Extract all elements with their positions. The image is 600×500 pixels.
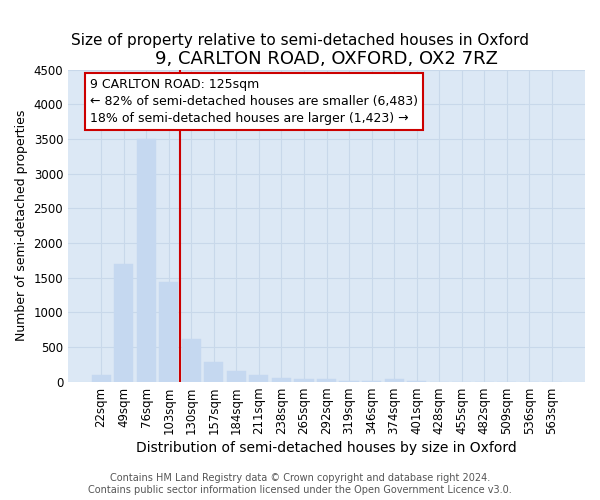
- Bar: [159, 282, 178, 382]
- Bar: [272, 378, 291, 382]
- Text: Contains HM Land Registry data © Crown copyright and database right 2024.
Contai: Contains HM Land Registry data © Crown c…: [88, 474, 512, 495]
- Bar: [114, 264, 133, 382]
- Text: Size of property relative to semi-detached houses in Oxford: Size of property relative to semi-detach…: [71, 32, 529, 48]
- Bar: [204, 362, 223, 382]
- Y-axis label: Number of semi-detached properties: Number of semi-detached properties: [15, 110, 28, 341]
- Title: 9, CARLTON ROAD, OXFORD, OX2 7RZ: 9, CARLTON ROAD, OXFORD, OX2 7RZ: [155, 50, 498, 68]
- Bar: [317, 380, 336, 382]
- Bar: [227, 371, 246, 382]
- Text: 9 CARLTON ROAD: 125sqm
← 82% of semi-detached houses are smaller (6,483)
18% of : 9 CARLTON ROAD: 125sqm ← 82% of semi-det…: [90, 78, 418, 125]
- Bar: [137, 139, 156, 382]
- Bar: [385, 379, 404, 382]
- Bar: [295, 379, 314, 382]
- X-axis label: Distribution of semi-detached houses by size in Oxford: Distribution of semi-detached houses by …: [136, 441, 517, 455]
- Bar: [92, 374, 110, 382]
- Bar: [182, 338, 201, 382]
- Bar: [250, 376, 268, 382]
